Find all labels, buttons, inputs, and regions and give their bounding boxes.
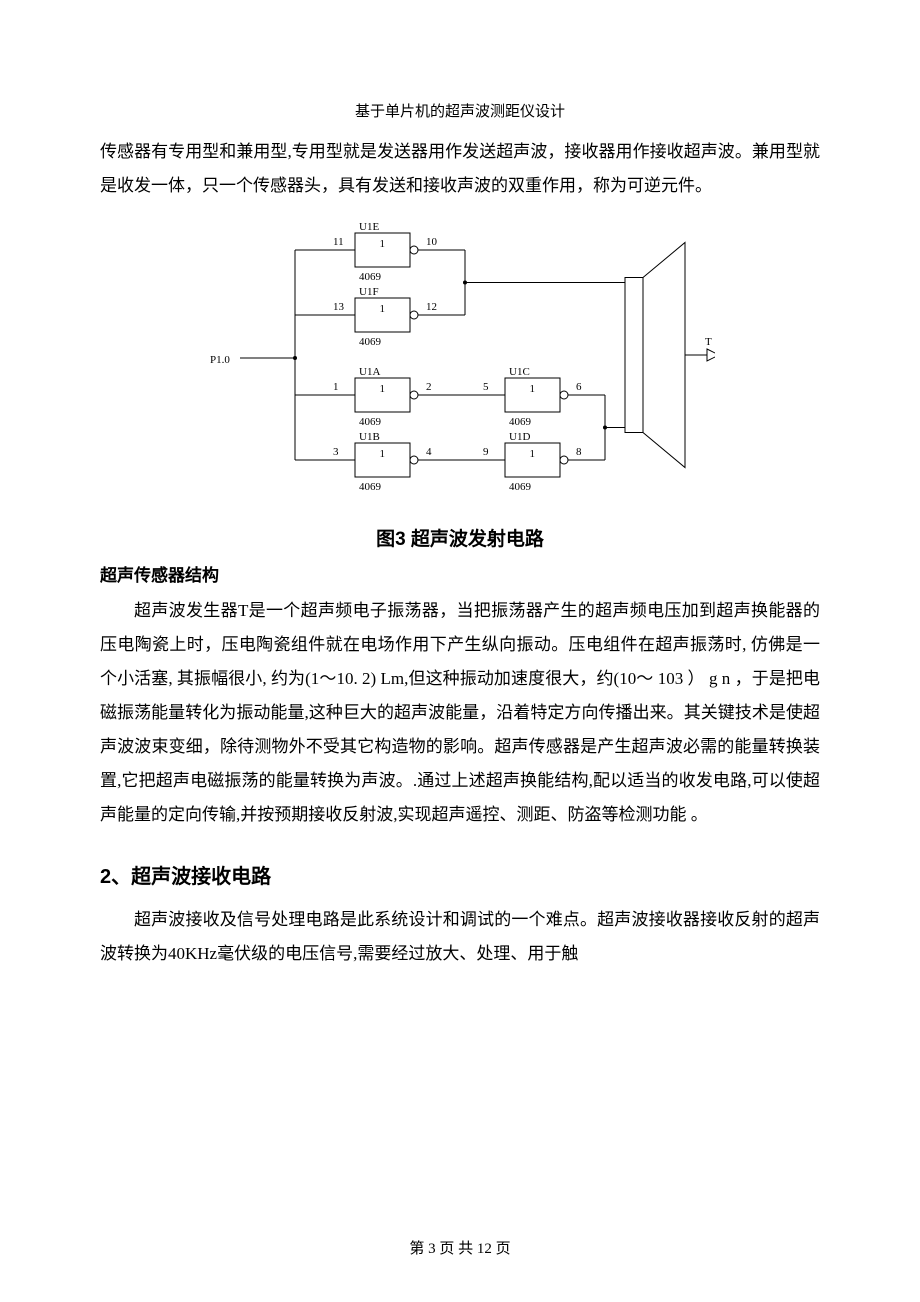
svg-text:13: 13	[333, 301, 345, 313]
svg-text:12: 12	[426, 301, 437, 313]
footer-suffix: 页	[496, 1241, 511, 1257]
sensor-structure-paragraph: 超声波发生器T是一个超声频电子振荡器，当把振荡器产生的超声频电压加到超声换能器的…	[100, 594, 820, 832]
svg-text:4069: 4069	[359, 481, 382, 493]
sensor-structure-text: 超声波发生器T是一个超声频电子振荡器，当把振荡器产生的超声频电压加到超声换能器的…	[100, 601, 820, 824]
svg-text:U1C: U1C	[509, 366, 530, 378]
svg-text:U1E: U1E	[359, 221, 379, 233]
svg-text:U1F: U1F	[359, 286, 379, 298]
svg-text:U1A: U1A	[359, 366, 380, 378]
svg-text:4069: 4069	[509, 481, 532, 493]
svg-text:6: 6	[576, 381, 582, 393]
figure-3-caption-text: 图3 超声波发射电路	[376, 529, 544, 550]
circuit-diagram: U1E140691110U1F140691312U1A1406912U1B140…	[205, 213, 715, 513]
section-2-heading: 2、超声波接收电路	[100, 860, 820, 889]
subheading-sensor-structure-text: 超声传感器结构	[100, 566, 219, 585]
svg-text:1: 1	[333, 381, 339, 393]
svg-text:5: 5	[483, 381, 489, 393]
running-title: 基于单片机的超声波测距仪设计	[100, 100, 820, 121]
footer-mid: 页 共	[439, 1241, 473, 1257]
svg-text:8: 8	[576, 446, 582, 458]
svg-text:U1B: U1B	[359, 431, 380, 443]
svg-text:1: 1	[380, 238, 386, 250]
svg-text:1: 1	[380, 383, 386, 395]
svg-text:1: 1	[530, 383, 536, 395]
page-container: 基于单片机的超声波测距仪设计 传感器有专用型和兼用型,专用型就是发送器用作发送超…	[0, 0, 920, 1302]
subheading-sensor-structure: 超声传感器结构	[100, 561, 820, 586]
intro-paragraph: 传感器有专用型和兼用型,专用型就是发送器用作发送超声波，接收器用作接收超声波。兼…	[100, 135, 820, 203]
section-2-heading-text: 2、超声波接收电路	[100, 866, 271, 888]
svg-text:T: T	[705, 336, 712, 348]
page-footer: 第 3 页 共 12 页	[0, 1237, 920, 1258]
svg-text:P1.0: P1.0	[210, 354, 230, 366]
svg-text:2: 2	[426, 381, 432, 393]
svg-text:4069: 4069	[359, 271, 382, 283]
section-2-paragraph: 超声波接收及信号处理电路是此系统设计和调试的一个难点。超声波接收器接收反射的超声…	[100, 903, 820, 971]
footer-page-current: 3	[428, 1241, 436, 1257]
footer-prefix: 第	[409, 1241, 424, 1257]
intro-text: 传感器有专用型和兼用型,专用型就是发送器用作发送超声波，接收器用作接收超声波。兼…	[100, 142, 820, 195]
svg-text:9: 9	[483, 446, 489, 458]
svg-text:U1D: U1D	[509, 431, 530, 443]
section-2-text: 超声波接收及信号处理电路是此系统设计和调试的一个难点。超声波接收器接收反射的超声…	[100, 910, 820, 963]
svg-text:1: 1	[380, 448, 386, 460]
footer-page-total: 12	[477, 1241, 492, 1257]
svg-text:1: 1	[380, 303, 386, 315]
running-title-text: 基于单片机的超声波测距仪设计	[355, 104, 565, 120]
svg-text:4069: 4069	[509, 416, 532, 428]
svg-text:10: 10	[426, 236, 438, 248]
figure-3-container: U1E140691110U1F140691312U1A1406912U1B140…	[100, 213, 820, 518]
svg-text:1: 1	[530, 448, 536, 460]
svg-text:4069: 4069	[359, 336, 382, 348]
svg-text:4069: 4069	[359, 416, 382, 428]
svg-text:3: 3	[333, 446, 339, 458]
svg-text:11: 11	[333, 236, 344, 248]
figure-3-caption: 图3 超声波发射电路	[100, 524, 820, 551]
svg-text:4: 4	[426, 446, 432, 458]
